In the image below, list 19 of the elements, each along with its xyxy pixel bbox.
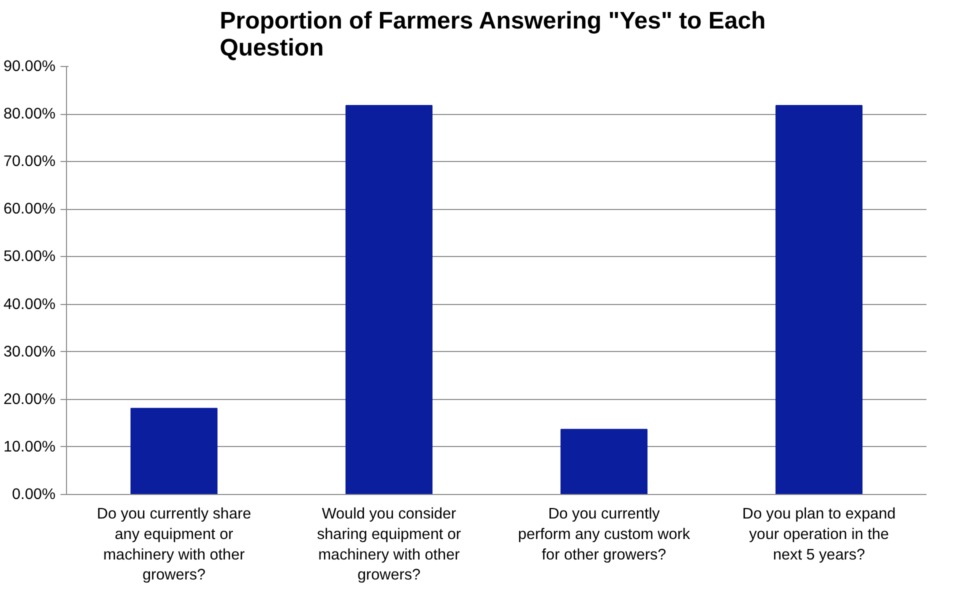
y-tick-label: 10.00% [4,438,56,456]
x-tick-label: Do you currently share any equipment or machinery with other growers? [96,506,252,584]
bar [560,428,648,494]
x-tick-label: Would you consider sharing equipment or machinery with other growers? [317,506,462,584]
y-tick-label: 70.00% [4,153,56,170]
y-tick-label: 60.00% [4,200,56,218]
y-tick-label: 20.00% [4,390,56,408]
bar [346,104,432,494]
y-tick-label: 50.00% [4,248,56,266]
bar [776,104,862,494]
bar [130,408,218,494]
chart-title: Proportion of Farmers Answering "Yes" to Each Question [220,8,766,62]
y-tick-label: 0.00% [12,486,56,503]
x-tick-label: Do you currently perform any custom work for other growers? [518,506,690,564]
y-tick-label: 30.00% [4,343,56,360]
y-tick-label: 40.00% [4,296,56,313]
y-tick-label: 80.00% [4,106,56,123]
y-tick-label: 90.00% [4,58,56,75]
x-tick-label: Do you plan to expand your operation in the next 5 years? [742,506,896,564]
